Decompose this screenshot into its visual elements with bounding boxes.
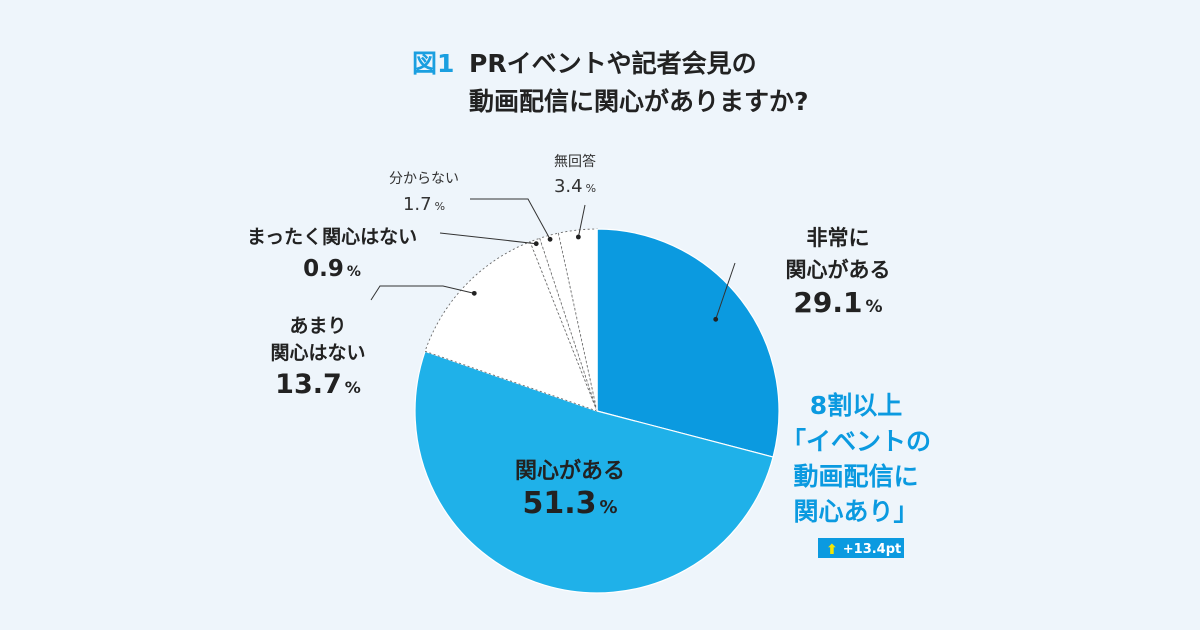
leader-line: [439, 232, 537, 245]
leader-dot: [575, 234, 581, 240]
leader-line: [370, 285, 475, 301]
title-line-1: PRイベントや記者会見の: [469, 49, 757, 78]
slice-value-label: 13.7%: [275, 369, 361, 400]
slice-value-label: 1.7%: [403, 194, 445, 215]
leader-dot: [547, 236, 553, 242]
figure-label: 図1: [412, 49, 454, 78]
slice-value-label: 51.3%: [522, 486, 617, 521]
title-line-2: 動画配信に関心がありますか?: [469, 87, 809, 116]
leader-dot: [533, 241, 539, 247]
chart-title: 図1 PRイベントや記者会見の 動画配信に関心がありますか?: [412, 49, 809, 116]
slice-label: 分からない 1.7%: [389, 171, 459, 215]
slice-category-label: 無回答: [554, 153, 596, 170]
pie-slice: [596, 228, 780, 458]
slice-label: 無回答 3.4%: [554, 153, 596, 197]
leader-dot: [713, 316, 719, 322]
slice-category-label: 分からない: [389, 171, 459, 187]
leader-lines: [370, 198, 736, 322]
up-arrow-icon: ⬆: [826, 542, 838, 558]
leader-dot: [471, 290, 477, 296]
pie-slice: [424, 241, 598, 412]
pie-slices: [414, 228, 780, 594]
slice-category-label: 関心がある: [515, 458, 625, 484]
callout-line: 「イベントの: [781, 427, 931, 456]
callout-line: 動画配信に: [793, 462, 918, 491]
slice-category-label: 関心はない: [270, 342, 365, 364]
leader-line: [715, 262, 736, 320]
slice-category-label: 関心がある: [786, 258, 891, 282]
slice-value-label: 0.9%: [303, 256, 361, 282]
callout-line: 8割以上: [810, 391, 902, 420]
leader-line: [470, 198, 551, 240]
slice-value-label: 3.4%: [554, 176, 596, 197]
slice-category-label: 非常に: [807, 226, 870, 250]
slice-category-label: あまり: [289, 315, 346, 337]
change-badge-text: +13.4pt: [843, 542, 902, 557]
slice-value-label: 29.1%: [793, 286, 882, 319]
slice-label: まったく関心はない 0.9%: [247, 226, 417, 282]
leader-line: [577, 204, 586, 238]
pie-slice: [414, 350, 774, 594]
pie-slice: [529, 237, 598, 412]
callout-line: 関心あり」: [793, 497, 918, 526]
slice-category-label: まったく関心はない: [247, 226, 417, 248]
pie-slice: [539, 232, 598, 412]
change-badge: [818, 538, 904, 558]
